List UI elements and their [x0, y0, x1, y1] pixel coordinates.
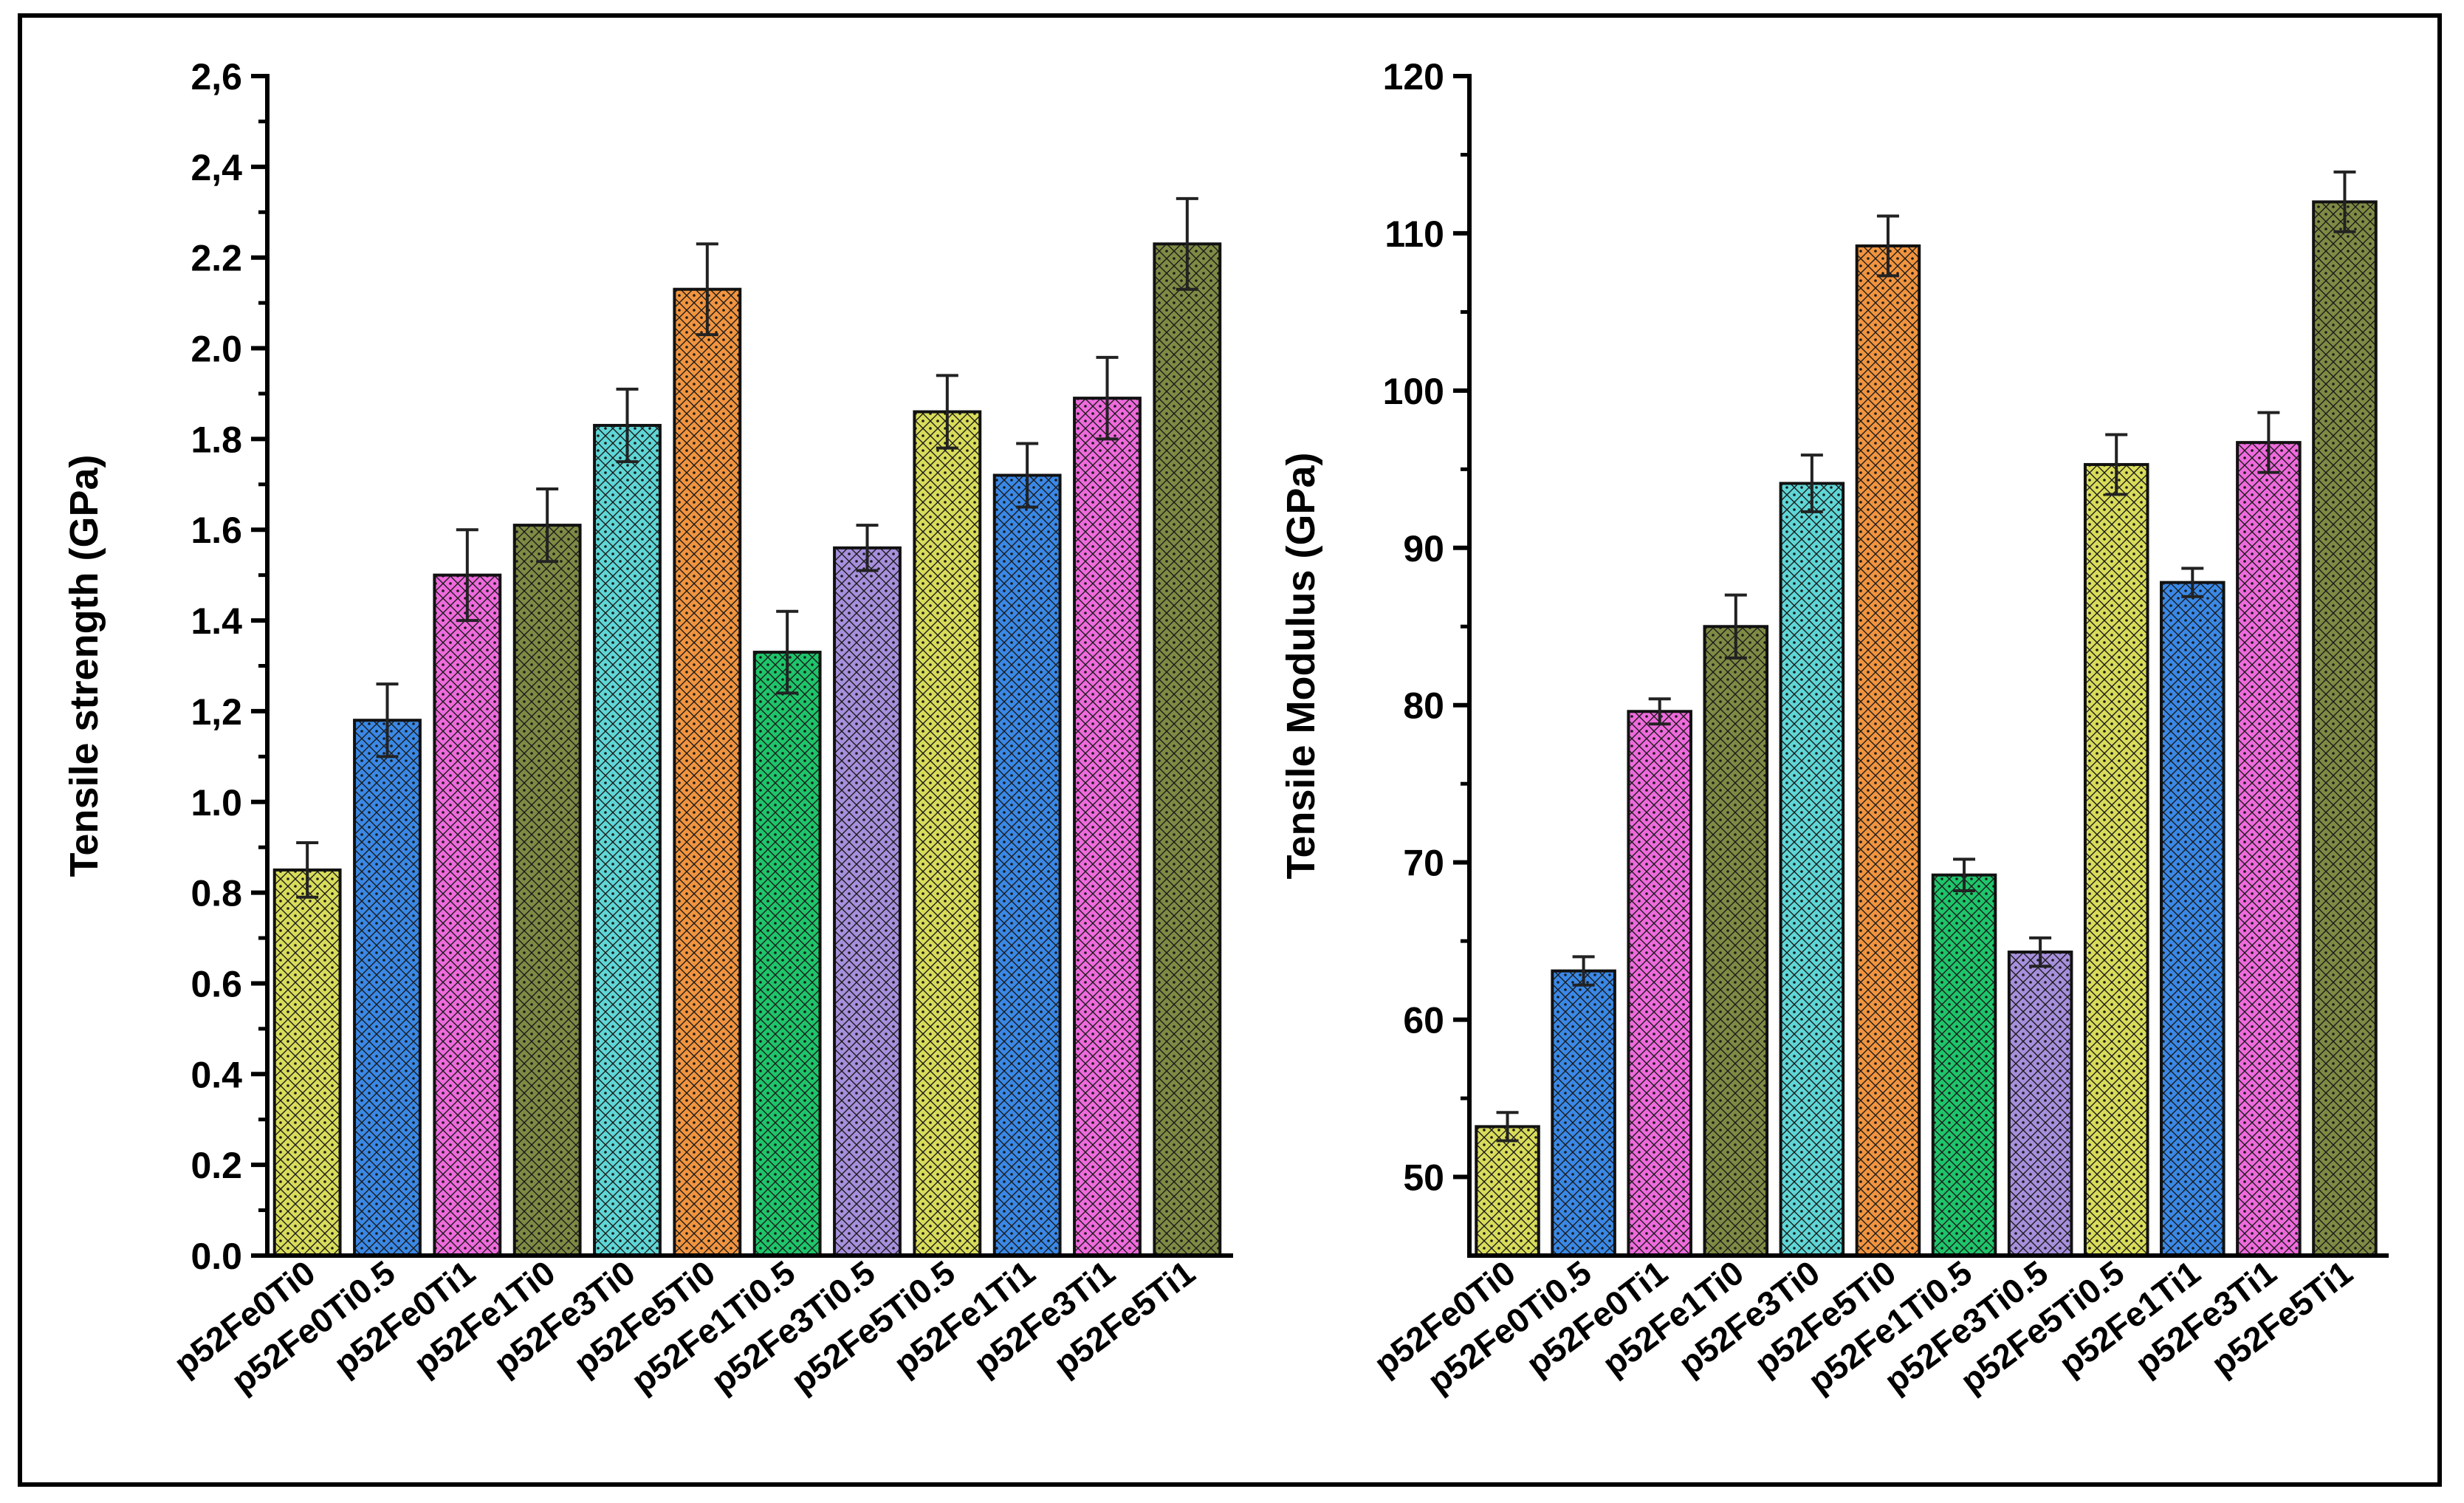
- strength-ytick-label: 2.0: [191, 329, 242, 370]
- strength-error-bar: [456, 528, 478, 623]
- strength-ytick-label: 1.8: [191, 419, 242, 460]
- modulus-bar: [1551, 969, 1616, 1258]
- modulus-ytick-label: 110: [1384, 213, 1444, 255]
- strength-error-bar: [1016, 442, 1039, 509]
- strength-bar: [433, 573, 502, 1257]
- strength-ytick-label: 1.4: [191, 600, 242, 642]
- strength-error-bar: [616, 387, 639, 464]
- strength-bar: [593, 423, 662, 1258]
- modulus-bar: [1779, 482, 1845, 1257]
- modulus-ytick-label: 50: [1403, 1157, 1444, 1199]
- strength-error-bar: [536, 487, 559, 564]
- modulus-bar: [2160, 581, 2226, 1257]
- strength-bar: [752, 651, 822, 1257]
- strength-ytick-label: 2,6: [191, 56, 242, 97]
- strength-error-bar: [776, 609, 799, 695]
- modulus-error-bar: [1572, 955, 1595, 987]
- strength-error-bar: [376, 682, 399, 759]
- strength-error-bar: [856, 524, 879, 572]
- strength-ytick-label: 0.0: [191, 1236, 242, 1277]
- modulus-error-bar: [1876, 214, 1899, 278]
- modulus-bar: [2083, 462, 2149, 1257]
- strength-error-bar: [1096, 355, 1119, 441]
- tensile-modulus-chart: 5060708090100110120p52Fe0Ti0p52Fe0Ti0.5p…: [1279, 56, 2389, 1400]
- modulus-error-bar: [2105, 433, 2128, 496]
- strength-ytick-label: 2.2: [191, 238, 242, 279]
- tensile-strength-chart: 0.0 0.2 0.4 0.6 0.8 1.0 1,2 1.4 1.6 1.8 2.0 2.2 2,4 2…: [62, 56, 1233, 1400]
- modulus-bar: [1475, 1125, 1540, 1257]
- modulus-bar: [1703, 625, 1769, 1257]
- strength-ytick-label: 2,4: [191, 147, 242, 188]
- strength-bar: [913, 410, 982, 1257]
- strength-bar: [992, 473, 1062, 1257]
- modulus-error-bar: [1953, 857, 1976, 892]
- strength-bar: [1153, 242, 1222, 1257]
- strength-bar: [353, 719, 422, 1257]
- modulus-bar: [1931, 873, 1997, 1257]
- strength-error-bar: [296, 841, 319, 899]
- modulus-error-bar: [1800, 453, 1823, 513]
- strength-ytick-label: 0.2: [191, 1145, 242, 1186]
- modulus-ytick-label: 80: [1403, 685, 1444, 727]
- modulus-error-bar: [2029, 936, 2052, 968]
- modulus-ytick-label: 90: [1403, 528, 1444, 569]
- strength-error-bar: [696, 242, 718, 337]
- strength-ytick-label: 1.0: [191, 782, 242, 824]
- strength-ytick-label: 1,2: [191, 691, 242, 733]
- modulus-bar: [2007, 951, 2073, 1258]
- strength-bar: [833, 546, 902, 1257]
- strength-bar: [512, 524, 582, 1257]
- modulus-error-bar: [1496, 1111, 1519, 1143]
- modulus-error-bar: [2333, 170, 2356, 233]
- strength-bar: [673, 287, 742, 1257]
- modulus-error-bar: [2181, 566, 2204, 598]
- modulus-bar: [2312, 200, 2378, 1257]
- modulus-ytick-label: 70: [1403, 843, 1444, 884]
- modulus-error-bar: [1724, 593, 1747, 660]
- modulus-ytick-label: 120: [1383, 56, 1444, 97]
- modulus-y-axis-title: Tensile Modulus (GPa): [1279, 452, 1323, 879]
- strength-bar: [272, 868, 342, 1257]
- modulus-ytick-label: 100: [1383, 371, 1444, 412]
- modulus-error-bar: [2257, 411, 2280, 474]
- modulus-ytick-label: 60: [1403, 1000, 1444, 1041]
- strength-error-bar: [936, 374, 958, 450]
- modulus-bar: [1627, 710, 1692, 1257]
- strength-error-bar: [1176, 196, 1198, 291]
- modulus-bar: [1855, 244, 1921, 1257]
- strength-ytick-label: 0.4: [191, 1054, 242, 1095]
- strength-bar: [1073, 397, 1142, 1257]
- modulus-bar: [2236, 441, 2302, 1257]
- strength-y-axis-title: Tensile strength (GPa): [62, 454, 106, 877]
- modulus-error-bar: [1648, 697, 1671, 726]
- strength-ytick-label: 1.6: [191, 510, 242, 551]
- strength-ytick-label: 0.6: [191, 963, 242, 1004]
- strength-ytick-label: 0.8: [191, 873, 242, 914]
